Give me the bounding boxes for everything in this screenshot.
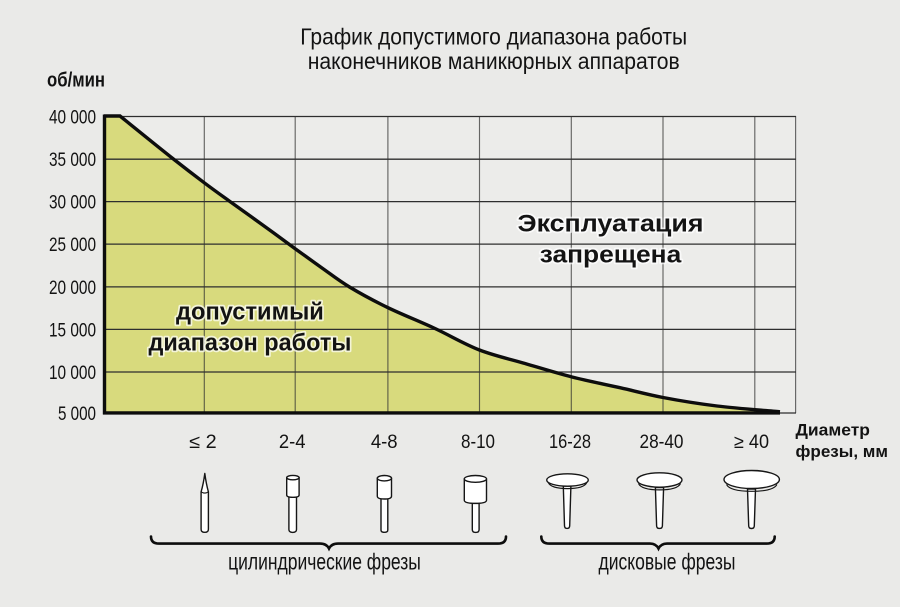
svg-text:2-4: 2-4 (279, 432, 306, 453)
svg-text:4-8: 4-8 (371, 432, 398, 453)
svg-text:25 000: 25 000 (49, 235, 96, 256)
svg-text:20 000: 20 000 (49, 278, 96, 299)
svg-text:8-10: 8-10 (461, 432, 495, 453)
svg-text:допустимый: допустимый (176, 299, 324, 326)
svg-text:16-28: 16-28 (549, 432, 591, 453)
svg-text:30 000: 30 000 (49, 193, 96, 214)
svg-text:≤ 2: ≤ 2 (189, 432, 217, 453)
svg-text:об/мин: об/мин (47, 70, 105, 92)
svg-text:10 000: 10 000 (49, 363, 96, 384)
svg-text:40 000: 40 000 (49, 107, 96, 128)
svg-text:Эксплуатация: Эксплуатация (518, 211, 704, 238)
svg-text:15 000: 15 000 (49, 320, 96, 341)
svg-text:≥ 40: ≥ 40 (734, 432, 769, 453)
svg-text:График допустимого диапазона р: График допустимого диапазона работы (300, 24, 687, 50)
svg-text:28-40: 28-40 (640, 432, 684, 453)
svg-text:5 000: 5 000 (58, 404, 96, 425)
svg-text:наконечников маникюрных аппара: наконечников маникюрных аппаратов (308, 48, 680, 74)
svg-text:фрезы, мм: фрезы, мм (796, 442, 889, 461)
svg-text:Диаметр: Диаметр (796, 421, 870, 440)
svg-text:цилиндрические фрезы: цилиндрические фрезы (228, 549, 421, 575)
svg-text:запрещена: запрещена (540, 241, 682, 268)
svg-text:дисковые фрезы: дисковые фрезы (599, 549, 736, 575)
svg-text:диапазон работы: диапазон работы (148, 329, 351, 356)
svg-text:35 000: 35 000 (49, 150, 96, 171)
